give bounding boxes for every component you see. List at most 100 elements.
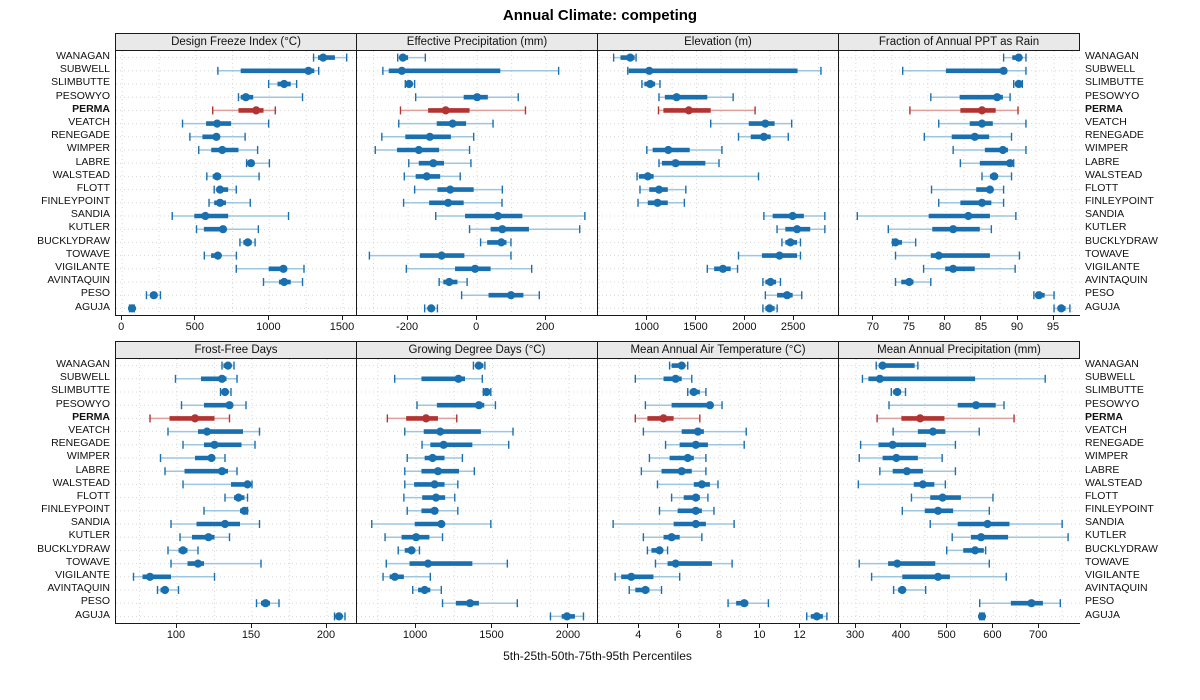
row-sandia [170,519,261,529]
axis-tick-label: 12 [793,629,806,641]
row-wanagan [668,361,689,370]
row-slimbutte [219,387,232,397]
axis-tick [567,624,569,628]
row-towave [858,559,991,568]
station-label-vigilante: VIGILANTE [55,261,110,273]
row-perma [909,106,1019,115]
axis-tick [758,624,760,628]
row-flott [213,185,237,194]
row-renegade [189,132,246,141]
station-label-flott: FLOTT [76,489,110,502]
axis-tick [120,316,122,320]
row-subwell [902,66,1027,75]
panel-plot [116,359,358,623]
axis-tick-label: 8 [715,629,723,641]
panel-5: Frost-Free Days 100 150 200 [115,341,358,646]
axis-tick [325,624,327,628]
row-subwell [174,374,238,383]
axis-tick-label: 150 [241,629,261,641]
chart-title: Annual Climate: competing [502,7,698,24]
panel-1: Design Freeze Index (°C) 0 500 1000 1500 [115,33,358,338]
row-towave [737,251,802,260]
axis-tick [1052,316,1054,320]
station-label-finleypoint: FINLEYPOINT [41,195,110,208]
row-walstead [636,172,760,181]
row-vigilante [870,572,1007,581]
station-label-subwell: SUBWELL [59,371,110,384]
station-label-veatch: VEATCH [68,115,110,128]
station-label-aguja: AGUJA [1085,300,1121,313]
row-labre [959,159,1015,168]
station-label-flott: FLOTT [1085,489,1119,502]
row-perma [657,106,756,115]
row-renegade [421,440,510,449]
row-avintaquin [762,277,782,287]
row-avintaquin [892,585,927,595]
station-label-peso: PESO [80,287,110,300]
row-walstead [206,172,260,181]
row-peso [460,291,540,300]
row-wimper [952,145,1027,155]
station-label-bucklydraw: BUCKLYDRAW [1085,542,1158,555]
row-labre [658,159,720,168]
row-sandia [612,519,735,529]
station-label-subwell: SUBWELL [1085,63,1136,76]
station-label-labre: LABRE [1085,463,1120,476]
station-label-sandia: SANDIA [70,208,110,221]
panel-title: Growing Degree Days (°C) [356,341,598,359]
row-perma [149,414,231,423]
row-peso [441,599,518,608]
axis-tick [900,624,902,628]
row-flott [403,493,456,502]
station-label-kutler: KUTLER [68,221,110,234]
axis-tick [799,624,801,628]
axis-tick-label: 1500 [479,629,504,641]
row-aguja [549,612,585,621]
axis-tick-label: 80 [938,321,952,333]
axis-tick [544,316,546,320]
row-flott [670,493,709,502]
x-axis: 4 6 8 10 12 [597,624,839,646]
row-labre [879,467,957,476]
row-kutler [642,533,703,542]
row-wimper [406,453,464,463]
axis-tick [194,316,196,320]
row-veatch [642,427,747,436]
axis-tick-label: 200 [316,629,336,641]
panel-8: Mean Annual Precipitation (mm) 300 400 500 6… [838,341,1081,646]
station-label-wimper: WIMPER [1085,142,1129,155]
x-axis: -200 0 200 [356,316,598,338]
station-label-towave: TOWAVE [65,555,110,568]
row-vigilante [405,264,533,273]
panel-row-bottom: WANAGAN SUBWELL SLIMBUTTE PESOWYO PERMA VEATC… [0,341,1200,646]
row-wanagan [1002,53,1027,62]
row-peso [145,291,162,300]
station-label-bucklydraw: BUCKLYDRAW [1085,234,1158,247]
x-axis: 1000 1500 2000 2500 [597,316,839,338]
row-walstead [656,480,719,489]
panel-6: Growing Degree Days (°C) 1000 1500 2000 [356,341,599,646]
station-label-wanagan: WANAGAN [1085,50,1139,62]
axis-tick [1037,624,1039,628]
station-label-slimbutte: SLIMBUTTE [51,76,110,89]
axis-tick [695,316,697,320]
axis-tick-label: 70 [866,321,879,333]
axis-tick-label: 10 [753,629,766,641]
station-label-aguja: AGUJA [74,608,110,621]
row-renegade [859,440,957,449]
axis-tick [637,624,639,628]
station-label-towave: TOWAVE [65,247,110,260]
station-label-walstead: WALSTEAD [1085,168,1143,181]
row-wanagan [397,53,427,62]
axis-tick-label: 75 [902,321,916,333]
row-aguja [333,612,346,621]
x-axis: 0 500 1000 1500 [115,316,357,338]
panel-plot [116,51,358,315]
row-wanagan [221,361,235,370]
station-label-avintaquin: AVINTAQUIN [1085,274,1148,287]
axis-tick-label: 2500 [780,321,806,333]
row-slimbutte [1012,79,1024,89]
axis-tick [743,316,745,320]
row-kutler [951,533,1069,542]
x-axis: 300 400 500 600 700 [838,624,1080,646]
